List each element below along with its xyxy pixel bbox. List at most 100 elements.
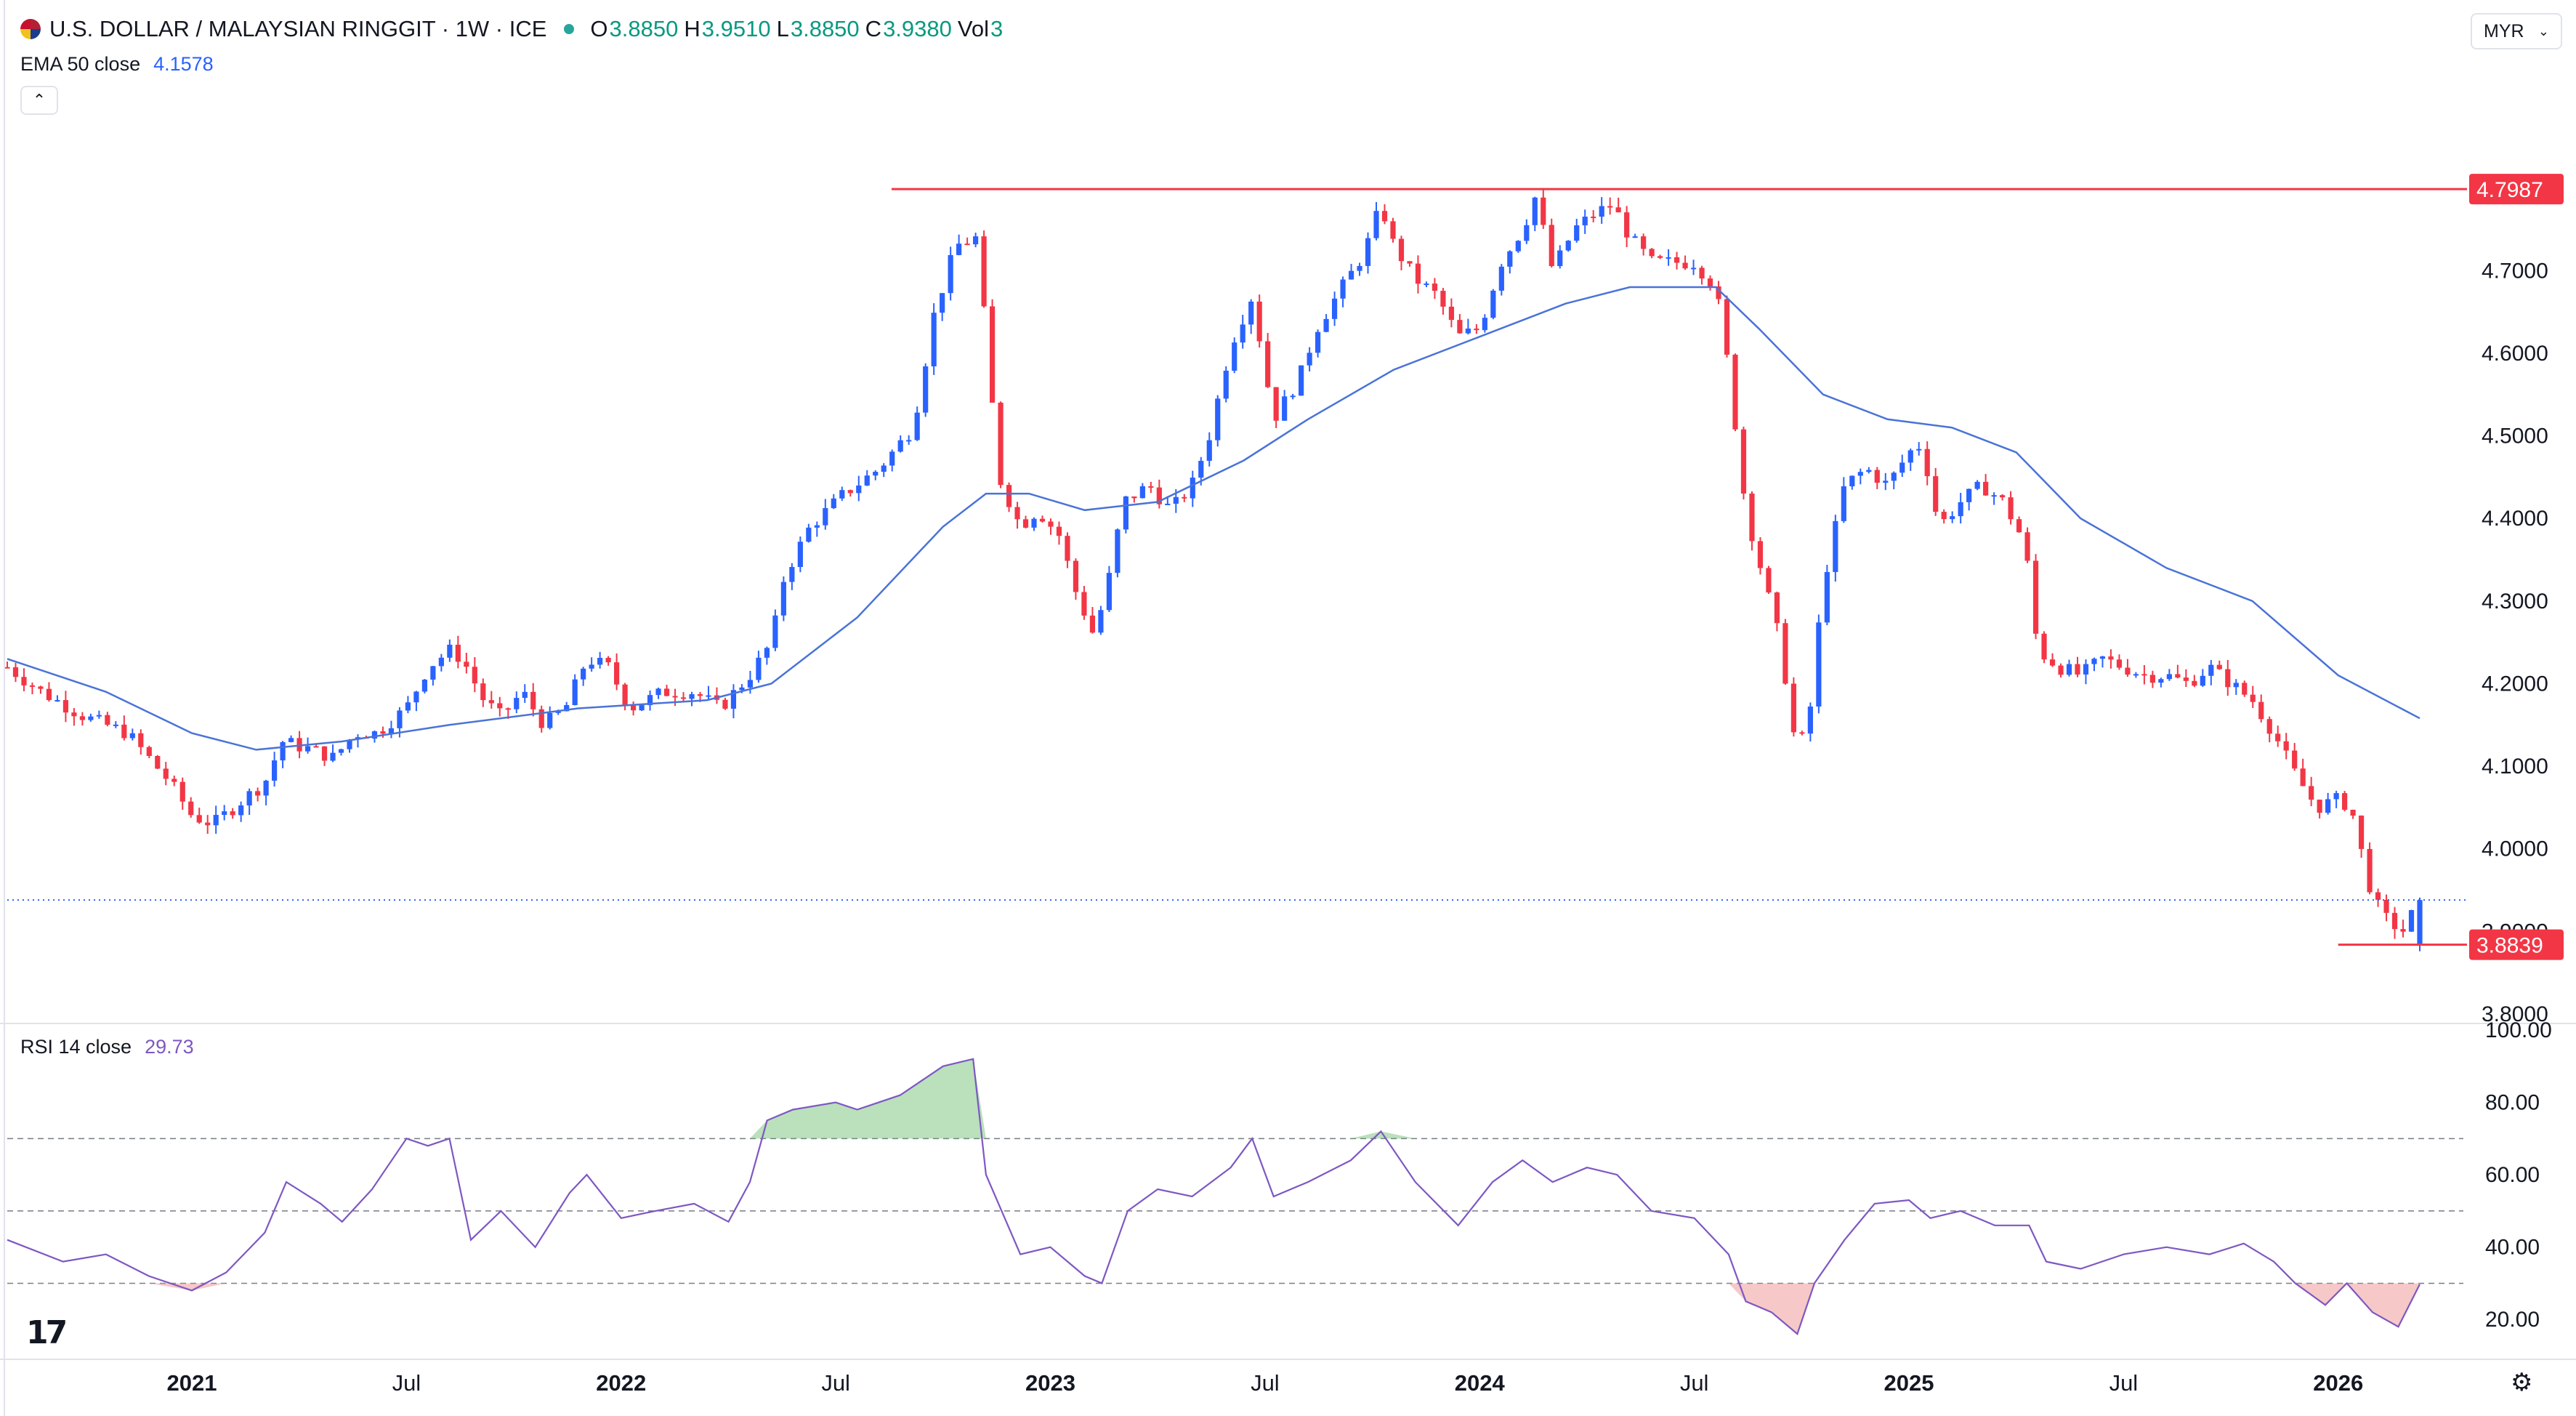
candle[interactable]: [689, 691, 695, 707]
candle[interactable]: [2283, 733, 2289, 760]
candle[interactable]: [806, 523, 812, 543]
candle[interactable]: [1740, 427, 1747, 500]
candle[interactable]: [889, 449, 895, 472]
candle[interactable]: [1883, 472, 1889, 491]
candle[interactable]: [105, 712, 110, 727]
candle[interactable]: [88, 713, 94, 722]
resistance-price-badge[interactable]: 4.7987: [2469, 174, 2564, 205]
tradingview-logo-icon[interactable]: 17: [26, 1314, 68, 1351]
gear-icon[interactable]: ⚙: [2511, 1369, 2533, 1396]
candle[interactable]: [2091, 657, 2097, 672]
candle[interactable]: [2041, 631, 2047, 664]
candle[interactable]: [1373, 202, 1379, 241]
candle[interactable]: [455, 635, 461, 669]
candle[interactable]: [538, 705, 544, 733]
candle[interactable]: [1958, 493, 1963, 524]
candle[interactable]: [756, 651, 762, 683]
candle[interactable]: [647, 690, 653, 711]
candle[interactable]: [1766, 566, 1772, 595]
candle[interactable]: [2058, 663, 2064, 677]
candle[interactable]: [488, 691, 494, 709]
candle[interactable]: [639, 704, 645, 712]
candle[interactable]: [288, 735, 294, 743]
candle[interactable]: [2317, 800, 2322, 818]
candle[interactable]: [1089, 607, 1096, 634]
candle[interactable]: [948, 246, 953, 301]
candle[interactable]: [1950, 511, 1955, 523]
candle[interactable]: [789, 563, 795, 590]
candle[interactable]: [2133, 672, 2139, 678]
candle[interactable]: [1182, 494, 1187, 502]
candle[interactable]: [589, 657, 594, 672]
candle[interactable]: [2183, 669, 2189, 687]
candle[interactable]: [547, 706, 553, 730]
candle[interactable]: [2158, 677, 2164, 688]
candle[interactable]: [338, 748, 344, 756]
candle[interactable]: [897, 435, 903, 453]
candle[interactable]: [906, 435, 912, 445]
candle[interactable]: [230, 808, 235, 819]
candle[interactable]: [1549, 218, 1554, 268]
candle[interactable]: [1757, 536, 1764, 575]
candle[interactable]: [2333, 790, 2339, 808]
candle[interactable]: [280, 741, 286, 768]
candle[interactable]: [655, 687, 661, 699]
candle[interactable]: [2149, 670, 2155, 688]
candle[interactable]: [21, 668, 27, 691]
candle[interactable]: [964, 237, 970, 246]
candle[interactable]: [2417, 897, 2423, 952]
candle[interactable]: [1782, 619, 1788, 685]
candle[interactable]: [1381, 204, 1388, 225]
candle[interactable]: [2049, 653, 2056, 667]
candle[interactable]: [1307, 347, 1312, 371]
candle[interactable]: [2108, 649, 2114, 669]
candle[interactable]: [1290, 393, 1296, 400]
candle[interactable]: [1407, 261, 1413, 267]
candle[interactable]: [1607, 197, 1613, 215]
candle[interactable]: [831, 494, 836, 510]
candle[interactable]: [1807, 702, 1813, 742]
candle[interactable]: [2208, 659, 2214, 685]
candle[interactable]: [1265, 333, 1271, 388]
candle[interactable]: [1006, 482, 1012, 512]
ema-legend[interactable]: EMA 50 close 4.1578: [20, 51, 214, 77]
candle[interactable]: [1599, 197, 1604, 224]
candle[interactable]: [321, 746, 328, 766]
candle[interactable]: [222, 805, 227, 821]
candle[interactable]: [213, 805, 219, 834]
candle[interactable]: [1299, 365, 1304, 396]
candle[interactable]: [205, 815, 211, 834]
candle[interactable]: [2400, 920, 2406, 938]
candle[interactable]: [1524, 219, 1530, 244]
candle[interactable]: [780, 576, 786, 621]
candle[interactable]: [2367, 842, 2373, 895]
candle[interactable]: [663, 685, 670, 696]
candle[interactable]: [421, 679, 427, 693]
candle[interactable]: [96, 710, 102, 719]
candle[interactable]: [1106, 566, 1113, 612]
candle[interactable]: [1073, 558, 1079, 600]
candle[interactable]: [956, 234, 962, 256]
candle[interactable]: [1190, 470, 1195, 507]
candle[interactable]: [2350, 809, 2356, 819]
candle[interactable]: [2292, 743, 2298, 771]
candle[interactable]: [121, 715, 127, 741]
candle[interactable]: [2024, 527, 2030, 563]
candle[interactable]: [1974, 480, 1980, 491]
candle[interactable]: [1866, 467, 1872, 474]
candle[interactable]: [839, 486, 845, 502]
ema-50-line[interactable]: [7, 286, 2420, 751]
candle[interactable]: [1557, 245, 1563, 269]
candle[interactable]: [2116, 654, 2123, 670]
candle[interactable]: [1340, 276, 1346, 307]
candle[interactable]: [1498, 264, 1504, 296]
candle[interactable]: [1474, 324, 1479, 334]
candle[interactable]: [1632, 233, 1638, 238]
candle[interactable]: [2258, 694, 2264, 723]
candle[interactable]: [1398, 236, 1405, 270]
candle[interactable]: [1532, 196, 1538, 231]
candle[interactable]: [1824, 564, 1830, 626]
candle[interactable]: [196, 808, 202, 824]
candle[interactable]: [1891, 471, 1897, 490]
